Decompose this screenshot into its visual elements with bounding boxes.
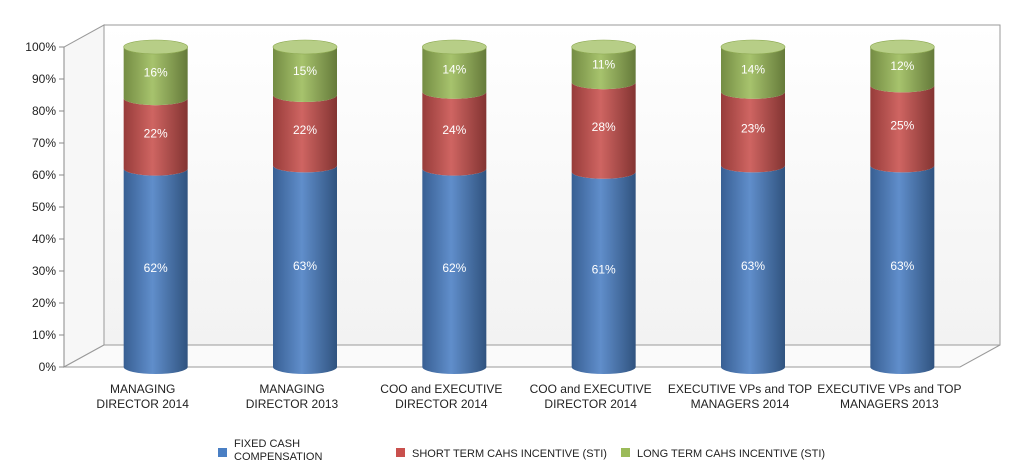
data-label: 15%: [293, 64, 317, 78]
data-label: 23%: [741, 122, 765, 136]
bar-stack: 63% 25% 12%: [870, 39, 935, 374]
y-tick-label: 20%: [32, 296, 56, 310]
bar-segment: [870, 165, 935, 374]
bar-segment: [571, 47, 636, 90]
data-label: 63%: [293, 259, 317, 273]
y-tick-label: 70%: [32, 136, 56, 150]
bar-stack: 62% 22% 16%: [123, 39, 188, 374]
floor: [63, 344, 1001, 368]
data-label: 14%: [442, 62, 466, 76]
legend-item: SHORT TERM CAHS INCENTIVE (STI): [396, 448, 607, 460]
data-label: 25%: [890, 118, 914, 132]
legend-item: LONG TERM CAHS INCENTIVE (STI): [621, 448, 825, 460]
legend-label: LONG TERM CAHS INCENTIVE (STI): [637, 448, 825, 460]
x-tick-label: MANAGING DIRECTOR 2013: [246, 382, 339, 411]
bar-stack: 61% 28% 11%: [571, 39, 636, 374]
bar-segment: [422, 168, 487, 374]
data-label: 16%: [144, 66, 168, 80]
bar-top-cap: [720, 39, 786, 55]
bar-segment: [721, 47, 785, 99]
bar-stack: 63% 22% 15%: [272, 39, 338, 374]
y-tick-label: 0%: [39, 360, 57, 374]
x-tick-label: EXECUTIVE VPs and TOP MANAGERS 2014: [668, 382, 812, 411]
y-tick-label: 40%: [32, 232, 56, 246]
bar-segment: [123, 98, 188, 176]
legend-item: FIXED CASH COMPENSATION: [218, 438, 322, 463]
y-tick-label: 50%: [32, 200, 56, 214]
data-label: 11%: [592, 58, 615, 72]
x-tick-label: COO and EXECUTIVE DIRECTOR 2014: [530, 382, 652, 411]
bar-segment: [422, 47, 487, 99]
data-label: 61%: [592, 262, 616, 276]
legend-swatch: [621, 448, 630, 457]
legend-swatch: [396, 448, 405, 457]
y-tick-label: 80%: [32, 104, 56, 118]
bar-segment: [422, 91, 487, 176]
y-tick-label: 30%: [32, 264, 56, 278]
data-label: 62%: [144, 261, 168, 275]
bar-top-cap: [870, 39, 935, 55]
bars: 62% 22% 16% 63% 22% 15% 62% 24% 14% 61% 28% 11% 63% 2…: [123, 39, 935, 374]
bar-segment: [273, 165, 337, 374]
y-tick-label: 60%: [32, 168, 56, 182]
bar-segment: [273, 47, 337, 102]
data-label: 22%: [293, 123, 317, 137]
legend-swatch: [218, 448, 227, 457]
bar-top-cap: [272, 39, 338, 55]
bar-segment: [123, 168, 188, 374]
bar-segment: [571, 82, 636, 179]
bar-segment: [123, 47, 188, 106]
y-axis: 0% 10% 20% 30% 40% 50% 60% 70% 80% 90% 100%: [25, 40, 65, 374]
y-tick-label: 100%: [25, 40, 56, 54]
bar-top-cap: [123, 39, 188, 55]
data-label: 14%: [741, 62, 765, 76]
bar-segment: [870, 85, 935, 173]
bar-stack: 62% 24% 14%: [422, 39, 487, 374]
x-tick-label: COO and EXECUTIVE DIRECTOR 2014: [380, 382, 502, 411]
data-label: 12%: [890, 59, 914, 73]
data-label: 63%: [741, 259, 765, 273]
data-label: 22%: [144, 126, 168, 140]
back-wall: [103, 24, 1001, 346]
bar-top-cap: [571, 39, 636, 55]
data-label: 63%: [890, 259, 914, 273]
y-tick-label: 90%: [32, 72, 56, 86]
legend-label: FIXED CASH COMPENSATION: [234, 438, 322, 463]
bar-segment: [571, 171, 636, 374]
data-label: 24%: [442, 123, 466, 137]
bar-segment: [721, 91, 785, 173]
legend-label: SHORT TERM CAHS INCENTIVE (STI): [412, 448, 607, 460]
y-tick-label: 10%: [32, 328, 56, 342]
bar-segment: [273, 95, 337, 173]
data-label: 62%: [442, 261, 466, 275]
legend: FIXED CASH COMPENSATION SHORT TERM CAHS IN…: [218, 438, 825, 463]
x-tick-label: EXECUTIVE VPs and TOP MANAGERS 2013: [817, 382, 961, 411]
bar-segment: [721, 165, 785, 374]
side-wall: [63, 24, 105, 368]
x-tick-label: MANAGING DIRECTOR 2014: [96, 382, 189, 411]
data-label: 28%: [592, 120, 616, 134]
bar-top-cap: [422, 39, 487, 55]
chart-walls: [63, 24, 1001, 368]
x-axis: MANAGING DIRECTOR 2014 MANAGING DIRECTOR 20…: [96, 382, 961, 411]
bar-segment: [870, 47, 935, 93]
bar-stack: 63% 23% 14%: [720, 39, 786, 374]
